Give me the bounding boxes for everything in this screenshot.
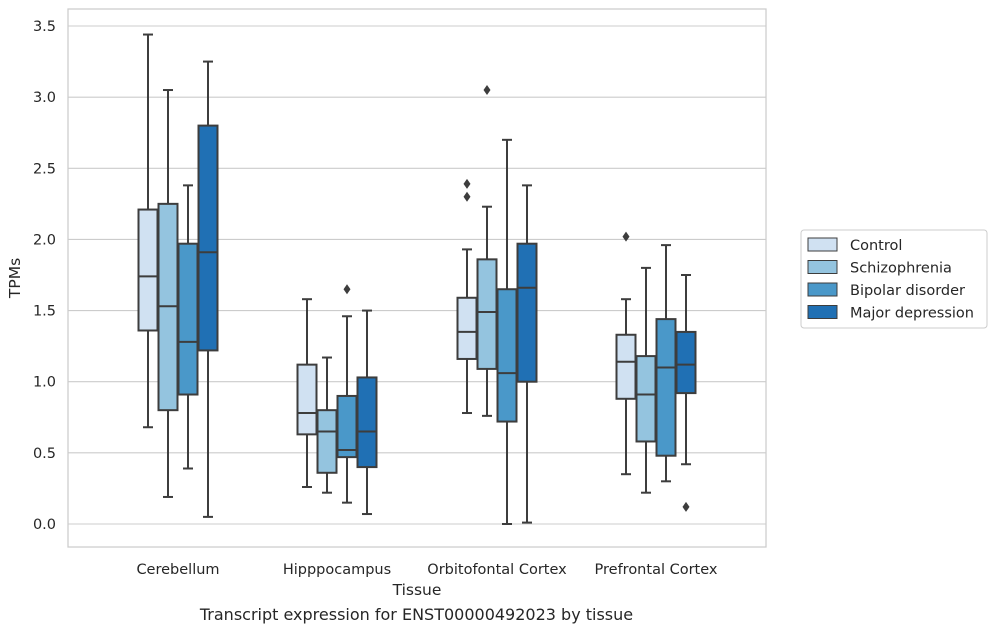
- box-body: [615, 333, 637, 400]
- legend-swatch: [807, 260, 838, 274]
- chart-caption: Transcript expression for ENST0000049202…: [199, 605, 634, 624]
- box-body: [635, 355, 657, 443]
- legend-label: Control: [850, 238, 902, 254]
- x-tick-label: Hipppocampus: [283, 562, 391, 578]
- box-major-depression: [516, 184, 538, 524]
- box-body: [197, 124, 219, 352]
- y-tick-label: 1.0: [33, 375, 56, 391]
- box-body: [356, 376, 378, 469]
- box-major-depression: [356, 309, 378, 516]
- box-body: [496, 288, 518, 423]
- box-body: [655, 318, 677, 457]
- x-tick-labels: Cerebellum Hipppocampus Orbitofontal Corte…: [136, 562, 717, 578]
- box-body: [675, 330, 697, 395]
- x-tick-label: Orbitofontal Cortex: [427, 562, 567, 578]
- y-tick-labels: 0.0 0.5 1.0 1.5 2.0 2.5 3.0 3.5: [33, 19, 56, 533]
- outlier-point: [483, 85, 491, 96]
- legend-label: Bipolar disorder: [850, 283, 965, 299]
- box-control: [456, 178, 478, 415]
- box-bipolar-disorder: [177, 184, 199, 470]
- box-body: [296, 363, 318, 436]
- legend-label: Schizophrenia: [850, 261, 952, 277]
- box-groups: [137, 33, 697, 525]
- legend-swatch: [807, 305, 838, 319]
- box-control: [137, 33, 159, 429]
- box-body: [137, 208, 159, 332]
- outlier-point: [682, 501, 690, 512]
- box-body: [316, 409, 338, 474]
- box-schizophrenia: [316, 356, 338, 494]
- outlier-point: [343, 284, 351, 295]
- outlier-point: [463, 191, 471, 202]
- box-major-depression: [675, 274, 697, 512]
- plot-frame: [67, 8, 767, 548]
- box-body: [456, 296, 478, 360]
- legend-swatch: [807, 282, 838, 297]
- x-tick-label: Cerebellum: [136, 562, 219, 578]
- box-major-depression: [197, 60, 219, 518]
- outlier-point: [622, 231, 630, 242]
- legend: Control Schizophrenia Bipolar disorder Majo…: [800, 229, 988, 329]
- box-body: [516, 242, 538, 383]
- y-tick-label: 2.5: [33, 161, 56, 177]
- box-bipolar-disorder: [496, 138, 518, 525]
- y-tick-label: 3.5: [33, 19, 56, 35]
- y-tick-label: 0.0: [33, 517, 56, 533]
- box-bipolar-disorder: [336, 284, 358, 504]
- box-schizophrenia: [635, 266, 657, 494]
- x-tick-label: Prefrontal Cortex: [595, 562, 718, 578]
- y-tick-label: 3.0: [33, 90, 56, 106]
- box-body: [336, 394, 358, 459]
- y-axis-label: TPMs: [6, 258, 24, 299]
- box-schizophrenia: [476, 85, 498, 417]
- box-control: [615, 231, 637, 476]
- y-tick-label: 1.5: [33, 304, 56, 320]
- y-tick-label: 2.0: [33, 232, 56, 248]
- box-bipolar-disorder: [655, 244, 677, 483]
- legend-label: Major depression: [850, 306, 974, 322]
- y-tick-label: 0.5: [33, 446, 56, 462]
- box-schizophrenia: [157, 89, 179, 498]
- legend-frame: [800, 229, 988, 329]
- box-body: [476, 258, 498, 370]
- legend-swatch: [807, 237, 838, 252]
- x-axis-label: Tissue: [392, 581, 442, 599]
- box-control: [296, 298, 318, 489]
- box-body: [177, 242, 199, 396]
- outlier-point: [463, 178, 471, 189]
